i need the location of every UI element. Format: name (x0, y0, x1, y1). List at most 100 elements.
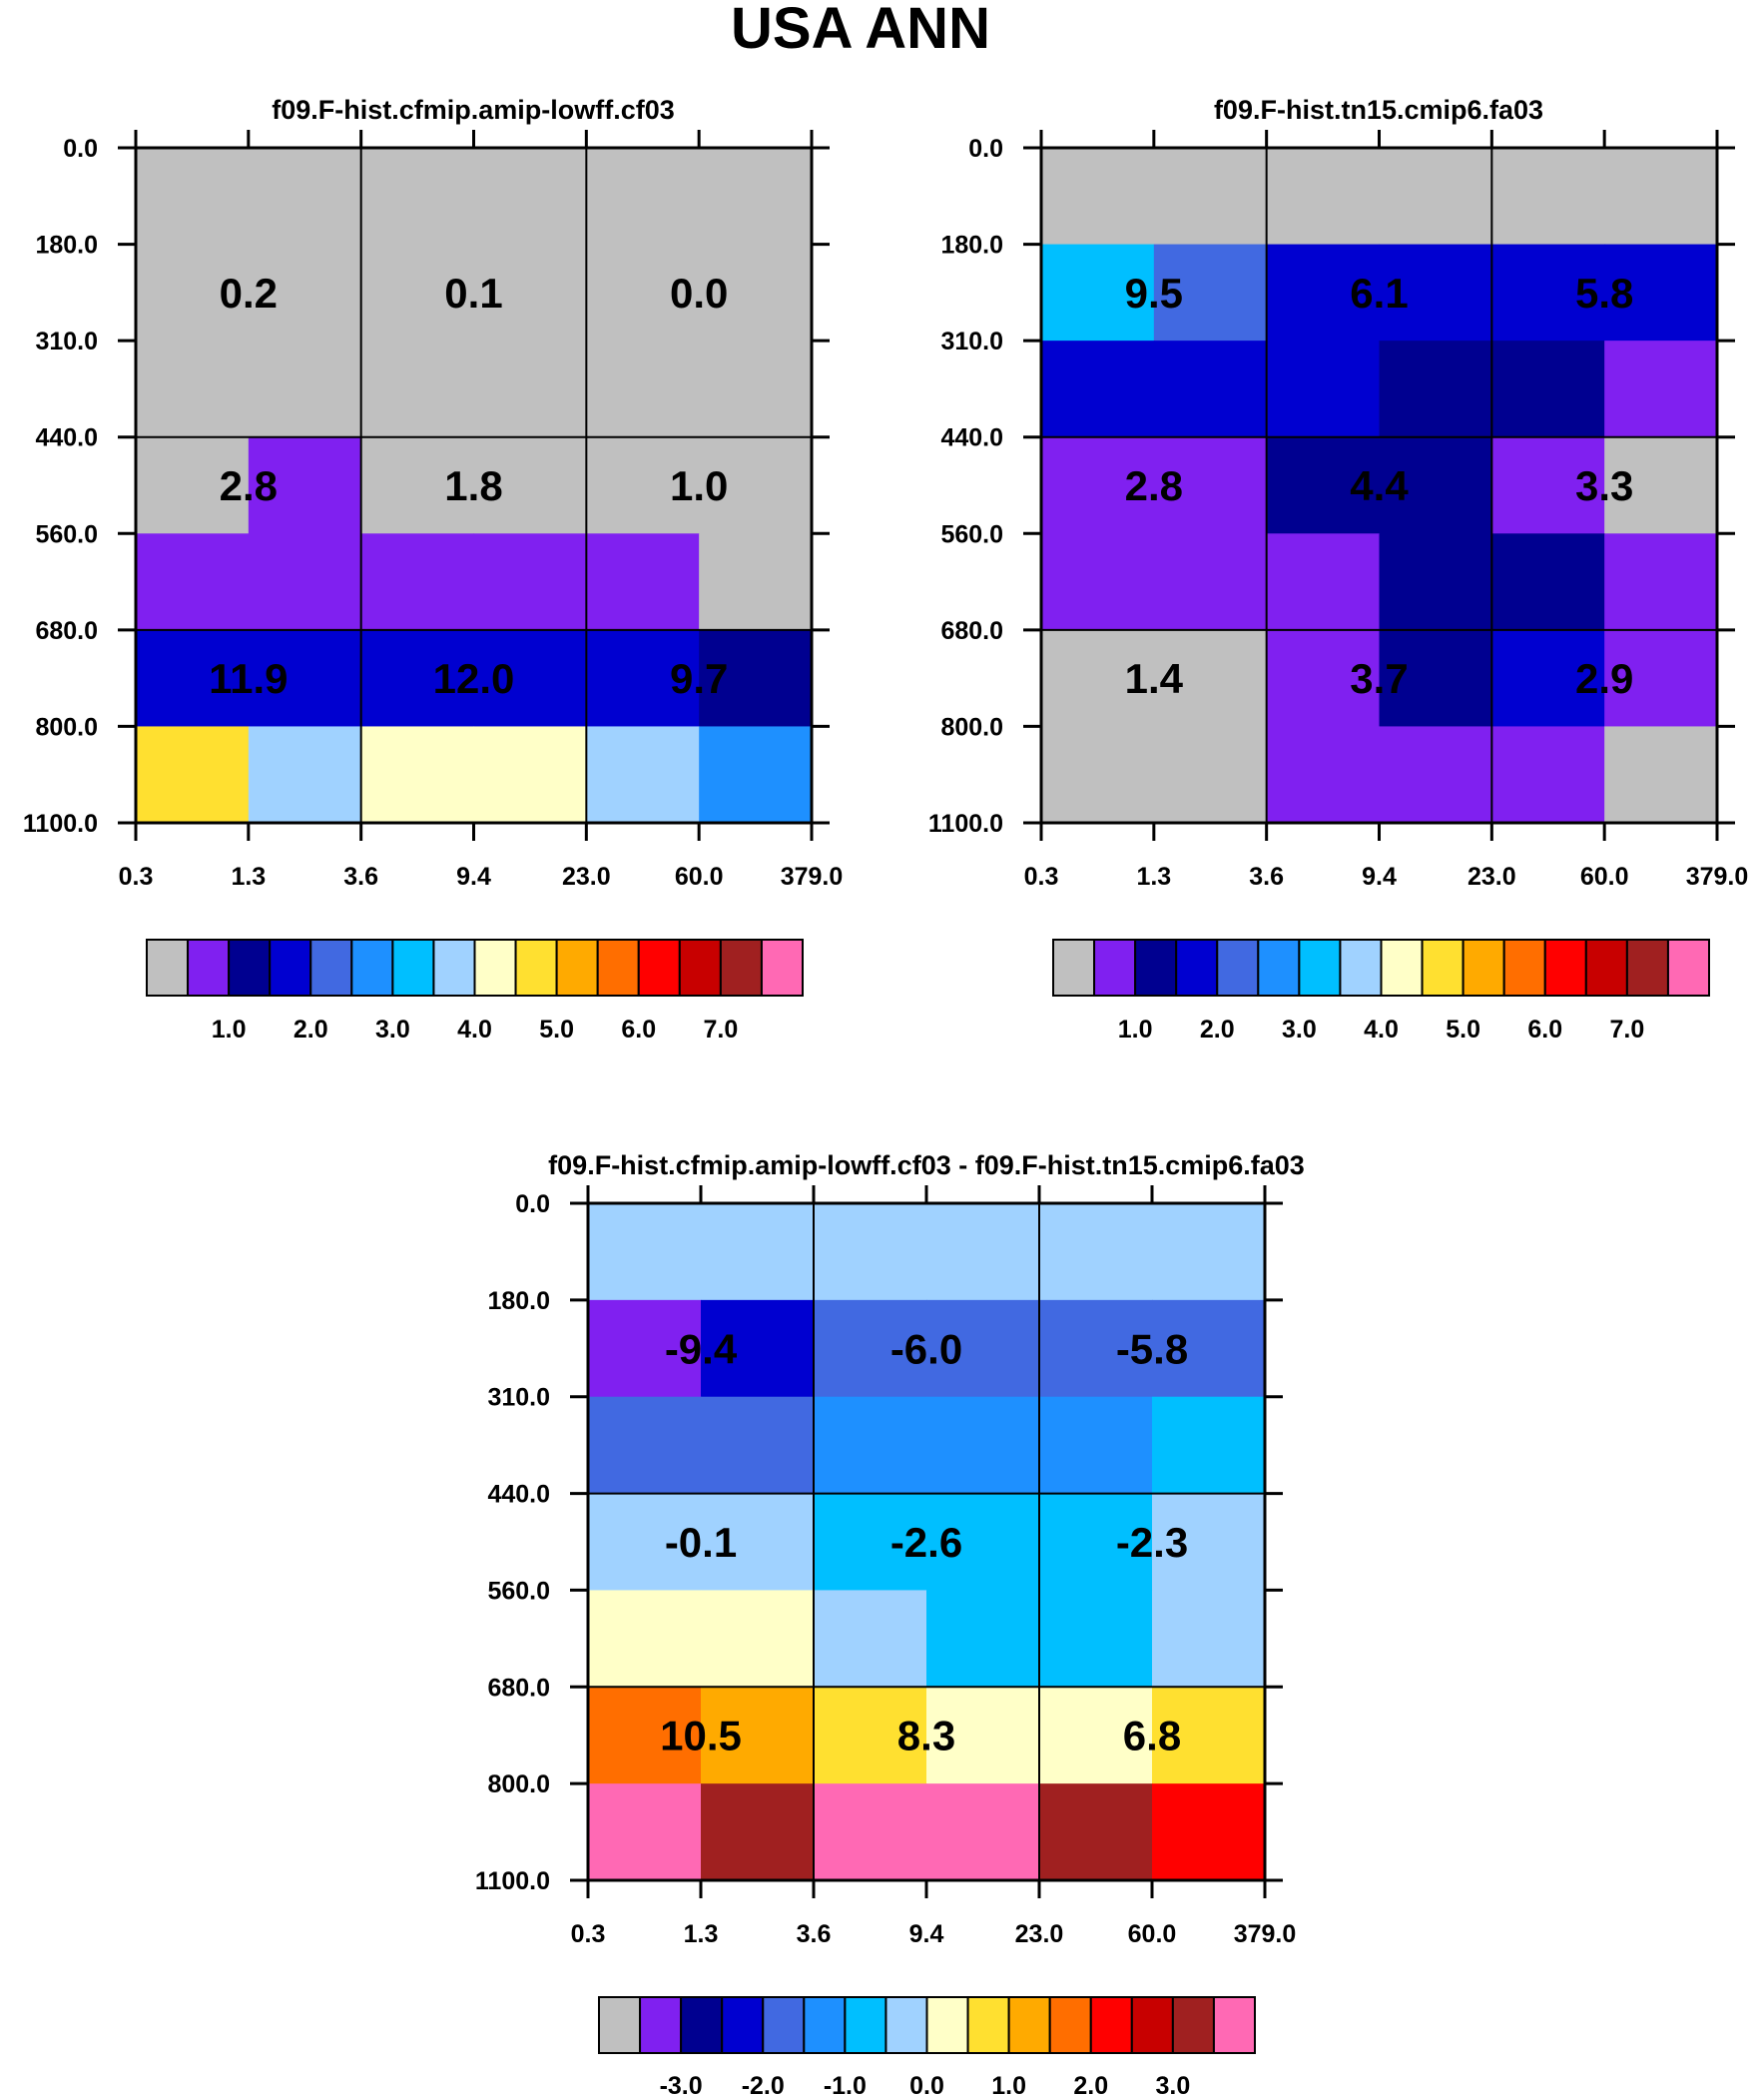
heatmap-cell (1491, 148, 1605, 246)
box-value-label: 12.0 (433, 655, 515, 702)
heatmap-cell (926, 1590, 1040, 1688)
y-tick-label: 310.0 (35, 328, 98, 355)
y-tick-label: 440.0 (35, 424, 98, 452)
heatmap-cell (1604, 244, 1718, 342)
heatmap-cell (699, 436, 813, 534)
heatmap-cell (360, 726, 475, 824)
colorbar-swatch (1380, 939, 1424, 997)
box-value-label: 1.0 (670, 462, 728, 509)
box-value-label: 2.9 (1575, 655, 1633, 702)
heatmap-cell (699, 341, 813, 438)
heatmap-cell (1041, 341, 1155, 438)
box-value-label: 8.3 (897, 1713, 955, 1759)
colorbar-swatch (678, 939, 722, 997)
page-title: USA ANN (731, 0, 990, 61)
heatmap-cell (699, 726, 813, 824)
box-value-label: 0.0 (670, 270, 728, 317)
heatmap-cell (1604, 148, 1718, 246)
heatmap-cell (1153, 436, 1268, 534)
colorbar-swatch (187, 939, 231, 997)
colorbar-tick-label: 6.0 (621, 1016, 656, 1044)
heatmap-cell (586, 244, 700, 342)
colorbar-swatch (1339, 939, 1383, 997)
colorbar-swatch (1298, 939, 1342, 997)
heatmap-cell (473, 244, 587, 342)
heatmap-cell (814, 1783, 927, 1881)
heatmap-cell (1039, 1590, 1153, 1688)
heatmap-cell (1266, 533, 1381, 631)
heatmap-cell (1153, 148, 1268, 246)
colorbar-tick-label: 1.0 (212, 1016, 247, 1044)
box-value-label: -0.1 (665, 1519, 737, 1566)
heatmap-cell (588, 1590, 702, 1688)
colorbar-tick-label: 6.0 (1527, 1016, 1562, 1044)
panel-2: f09.F-hist.tn15.cmip6.fa03 0.0 180.0 310.0 4… (928, 95, 1748, 1044)
heatmap-cell (1491, 533, 1605, 631)
heatmap-cell (1041, 629, 1155, 728)
heatmap-cell (701, 1590, 815, 1688)
colorbar-swatch (1130, 1996, 1174, 2054)
colorbar-swatch (803, 1996, 847, 2054)
heatmap-cell (1152, 1396, 1266, 1495)
heatmap-cell (926, 1493, 1040, 1592)
colorbar-swatch (1093, 939, 1137, 997)
heatmap-cell (248, 148, 362, 246)
x-tick-label: 60.0 (1580, 863, 1629, 891)
heatmap-cell (1379, 148, 1492, 246)
colorbar-swatch (639, 1996, 683, 2054)
colorbar-swatch (1212, 1996, 1256, 2054)
colorbar-tick-label: -1.0 (824, 2072, 867, 2100)
heatmap-cell (360, 436, 475, 534)
heatmap-cell (1039, 1783, 1153, 1881)
heatmap-cell (1039, 1299, 1153, 1398)
box-value-label: 6.1 (1350, 270, 1408, 317)
heatmap-cell (1266, 436, 1381, 534)
heatmap-cell (248, 726, 362, 824)
box-value-label: -5.8 (1116, 1325, 1188, 1372)
colorbar-swatch (391, 939, 435, 997)
box-value-label: 3.7 (1350, 655, 1408, 702)
heatmap-cell (1152, 1493, 1266, 1592)
heatmap-cell (699, 533, 813, 631)
colorbar-swatch (762, 1996, 806, 2054)
heatmap-cell (136, 726, 250, 824)
heatmap-cell (701, 1396, 815, 1495)
y-tick-label: 800.0 (35, 713, 98, 741)
heatmap-cell (1152, 1783, 1266, 1881)
box-value-label: 6.8 (1123, 1713, 1181, 1759)
colorbar-swatch (598, 1996, 642, 2054)
heatmap-cell (701, 1783, 815, 1881)
colorbar-tick-label: 4.0 (457, 1016, 492, 1044)
heatmap-cell (136, 629, 250, 728)
colorbar-swatch (637, 939, 681, 997)
y-tick-label: 680.0 (940, 617, 1003, 645)
heatmap-cell (1266, 341, 1381, 438)
heatmap-cell (1152, 1687, 1266, 1784)
heatmap-cell (926, 1687, 1040, 1784)
colorbar-swatch (514, 939, 558, 997)
colorbar-swatch (966, 1996, 1010, 2054)
x-tick-label: 0.3 (571, 1920, 606, 1948)
box-value-label: 1.4 (1125, 655, 1184, 702)
colorbar-tick-label: 0.0 (909, 2072, 944, 2100)
heatmap-cell (1266, 629, 1381, 728)
heatmap-cell (1039, 1396, 1153, 1495)
box-value-label: 1.8 (444, 462, 502, 509)
heatmap-cell (1153, 726, 1268, 824)
heatmap-cell (248, 341, 362, 438)
box-value-label: 3.3 (1575, 462, 1633, 509)
heatmap-cell (1041, 436, 1155, 534)
heatmap-cell (248, 629, 362, 728)
heatmap-cell (1491, 629, 1605, 728)
panel-title: f09.F-hist.tn15.cmip6.fa03 (1214, 95, 1543, 125)
colorbar-swatch (146, 939, 190, 997)
y-tick-label: 440.0 (487, 1481, 550, 1509)
colorbar-swatch (1421, 939, 1465, 997)
box-value-label: -2.3 (1116, 1519, 1188, 1566)
heatmap-cell (701, 1493, 815, 1592)
heatmap-cell (586, 629, 700, 728)
x-tick-label: 1.3 (1136, 863, 1171, 891)
heatmap-cell (1604, 436, 1718, 534)
heatmap-cell (136, 533, 250, 631)
